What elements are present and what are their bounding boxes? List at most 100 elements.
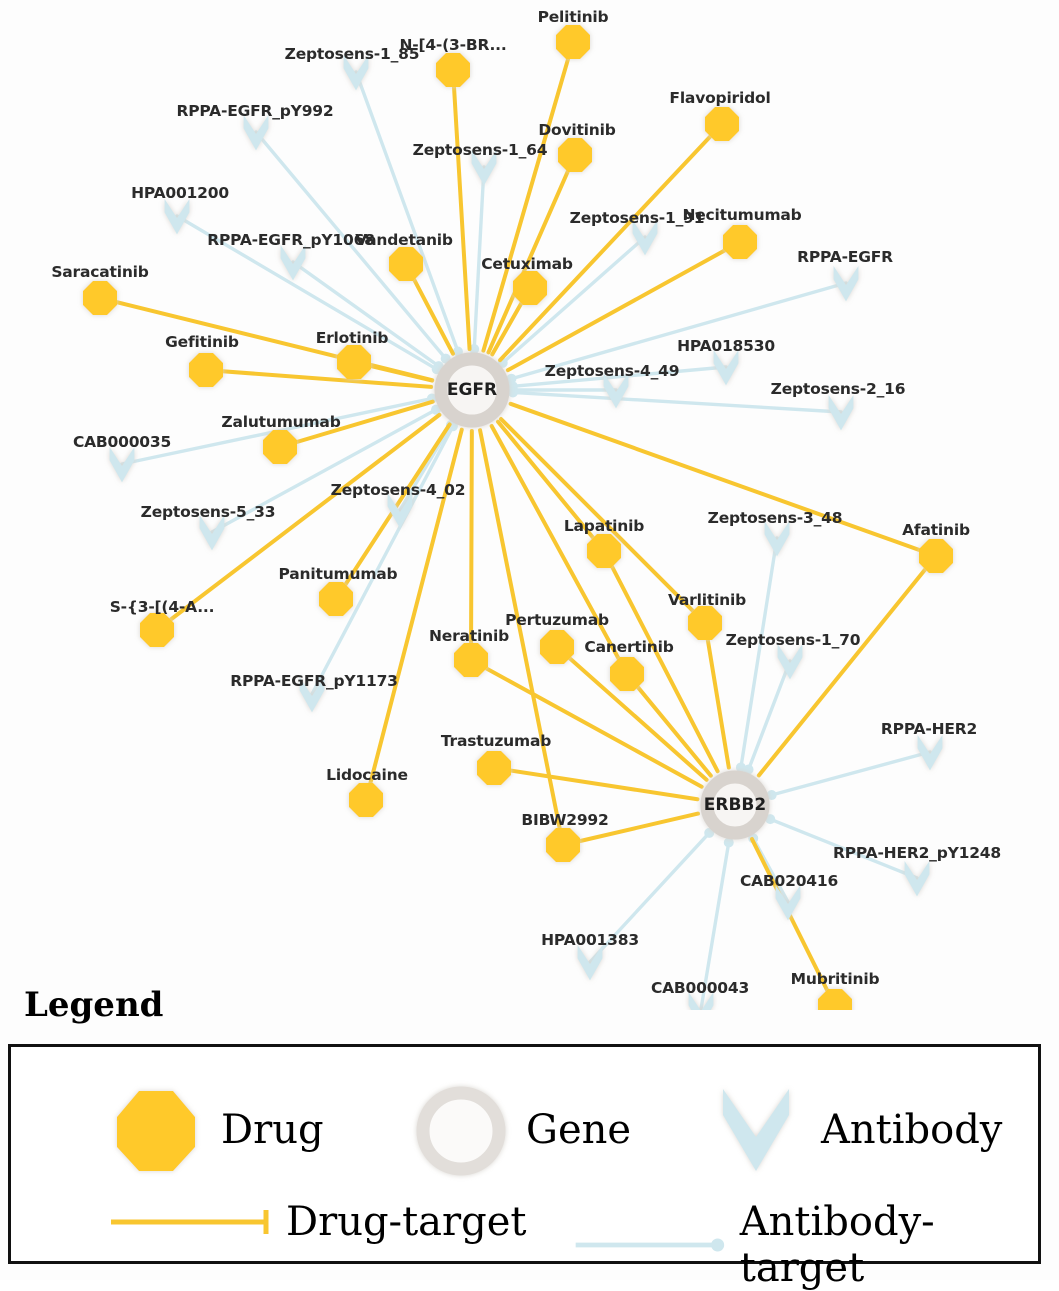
drug-node[interactable]: [587, 534, 621, 568]
antibody-node[interactable]: [387, 493, 413, 529]
antibody-node[interactable]: [775, 885, 801, 921]
antibody-target-edge-icon: [575, 1238, 725, 1252]
legend-label-gene: Gene: [526, 1107, 632, 1153]
drug-target-edge: [486, 153, 577, 355]
antibody-node[interactable]: [764, 521, 790, 557]
drug-target-edge: [481, 40, 575, 353]
drug-target-edge: [495, 419, 606, 553]
antibody-edge-endpoint: [469, 344, 480, 355]
drug-target-edge: [364, 427, 464, 802]
drug-node[interactable]: [349, 783, 383, 817]
antibody-chevron-icon: [723, 1089, 789, 1171]
antibody-node[interactable]: [603, 373, 629, 409]
drug-node[interactable]: [436, 53, 470, 87]
network-graph-canvas: Zeptosens-1_85 RPPA-EGFR_pY992 HPA001200 RP…: [51, 8, 1001, 1010]
drug-target-edge: [555, 645, 709, 782]
antibody-target-edge: [210, 407, 438, 534]
drug-node[interactable]: [558, 138, 592, 172]
drug-target-edge: [469, 658, 704, 789]
drug-target-edge: [278, 399, 435, 449]
antibody-node[interactable]: [109, 447, 135, 483]
network-svg: [83, 25, 953, 1010]
antibody-node[interactable]: [577, 945, 603, 981]
antibody-node[interactable]: [343, 55, 369, 91]
drug-node[interactable]: [723, 225, 757, 259]
drug-octagon-icon: [117, 1091, 195, 1171]
antibody-node[interactable]: [164, 199, 190, 235]
antibody-node[interactable]: [828, 395, 854, 431]
legend-item-antibody-target: Antibody-target: [571, 1199, 1038, 1291]
antibody-target-edge: [310, 424, 455, 696]
antibody-node[interactable]: [777, 644, 803, 680]
legend-box: Drug Gene Antibody Dru: [8, 1044, 1041, 1291]
drug-node[interactable]: [454, 643, 488, 677]
drug-target-edge: [492, 766, 700, 802]
legend-label-antibody: Antibody: [821, 1107, 1003, 1153]
drug-node[interactable]: [556, 25, 590, 59]
legend-shape-row: Drug Gene Antibody: [11, 1075, 1038, 1185]
antibody-edge-endpoint: [723, 837, 734, 848]
antibody-node[interactable]: [632, 220, 658, 256]
drug-target-edge-icon: [111, 1210, 269, 1234]
antibody-node[interactable]: [904, 861, 930, 897]
drug-target-edge: [561, 811, 700, 847]
drug-target-edge: [756, 554, 938, 778]
drug-node[interactable]: [513, 271, 547, 305]
drug-node[interactable]: [705, 107, 739, 141]
drug-node[interactable]: [546, 828, 580, 862]
antibody-node[interactable]: [280, 245, 306, 281]
antibody-node[interactable]: [688, 992, 714, 1010]
drug-node[interactable]: [389, 247, 423, 281]
antibody-node[interactable]: [833, 266, 859, 302]
drug-node[interactable]: [610, 657, 644, 691]
antibody-target-edge: [472, 165, 486, 351]
antibody-node[interactable]: [299, 677, 325, 713]
antibody-target-edge: [746, 659, 792, 772]
drug-target-edge: [489, 423, 629, 676]
antibody-edge-endpoint: [735, 762, 746, 773]
drug-target-edge: [505, 240, 742, 373]
drug-node[interactable]: [919, 539, 953, 573]
antibody-target-edge: [398, 423, 453, 512]
drug-node[interactable]: [337, 345, 371, 379]
drug-target-edge: [469, 428, 474, 662]
drug-node[interactable]: [477, 751, 511, 785]
antibody-node[interactable]: [471, 150, 497, 186]
antibody-node[interactable]: [243, 115, 269, 151]
legend-title: Legend: [24, 985, 164, 1025]
legend-edge-row: Drug-target Antibody-target: [11, 1199, 1038, 1291]
antibody-target-edge: [768, 817, 919, 880]
legend-label-drug-target: Drug-target: [286, 1199, 527, 1245]
drug-node[interactable]: [688, 606, 722, 640]
antibody-edge-endpoint: [431, 404, 442, 415]
antibody-edge-endpoint: [452, 346, 463, 357]
drug-target-edge: [625, 672, 713, 778]
drug-target-edge: [155, 412, 442, 632]
drug-target-edge: [478, 428, 565, 847]
antibody-target-edge: [699, 840, 731, 1010]
antibody-node[interactable]: [917, 735, 943, 771]
gene-node[interactable]: [434, 352, 510, 428]
antibody-target-edge: [175, 214, 439, 371]
drug-node[interactable]: [540, 630, 574, 664]
edges-layer: [98, 40, 938, 1010]
drug-target-edge: [498, 416, 707, 625]
drug-node[interactable]: [263, 430, 297, 464]
antibody-edge-endpoint: [433, 361, 444, 372]
antibody-node[interactable]: [199, 515, 225, 551]
drug-node[interactable]: [83, 281, 117, 315]
drug-node[interactable]: [818, 989, 852, 1010]
drug-target-edge: [749, 837, 837, 1008]
antibody-node[interactable]: [713, 350, 739, 386]
antibody-target-edge: [769, 750, 932, 797]
drug-node[interactable]: [140, 613, 174, 647]
drug-target-edge: [451, 68, 472, 352]
drug-node[interactable]: [189, 353, 223, 387]
drug-node[interactable]: [319, 582, 353, 616]
drug-target-edge: [204, 368, 434, 389]
nodes-layer: [83, 25, 953, 1010]
antibody-edge-endpoint: [765, 814, 776, 825]
antibody-target-edge: [511, 365, 728, 389]
antibody-target-edge: [354, 70, 460, 354]
gene-node[interactable]: [700, 770, 770, 840]
